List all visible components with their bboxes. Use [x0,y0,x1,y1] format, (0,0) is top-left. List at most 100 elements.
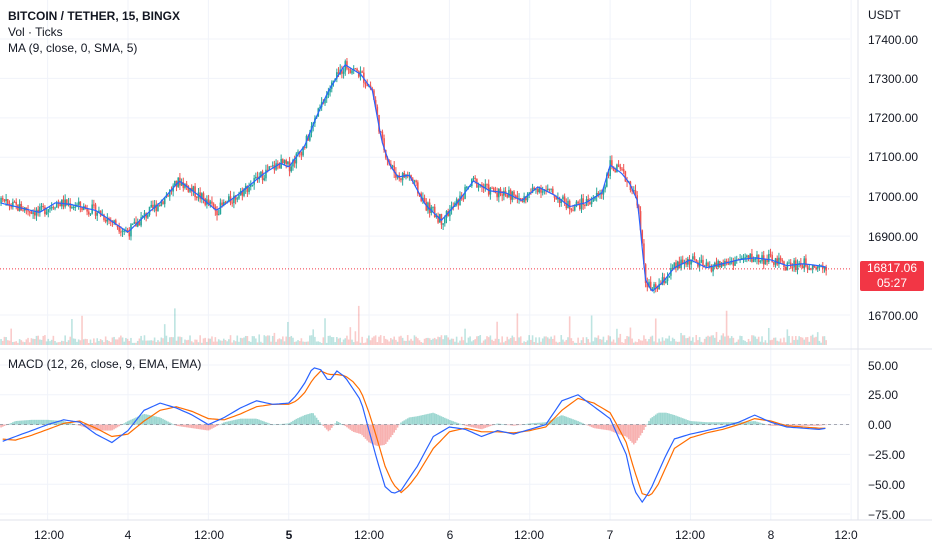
volume-bar [609,336,611,345]
histogram-bar [287,423,289,425]
histogram-bar [639,424,642,436]
volume-bar [96,338,99,345]
volume-bar [50,339,53,345]
histogram-bar [163,419,166,425]
histogram-bar [103,424,105,431]
histogram-bar [546,421,549,425]
candle-body [548,188,551,190]
volume-bar [600,339,603,345]
histogram-bar [120,424,122,426]
candle-body [717,260,719,268]
volume-bar [536,342,539,345]
histogram-bar [663,412,665,425]
volume-bar [64,335,66,345]
volume-bar [612,339,615,345]
volume-bar [273,332,276,345]
histogram-bar [555,417,557,425]
volume-bar [236,335,239,345]
time-tick: 12:00 [513,528,545,542]
volume-bar [602,336,605,345]
histogram-bar [744,421,746,425]
volume-bar [751,335,753,345]
histogram-bar [720,422,723,425]
volume-bar [391,339,394,345]
volume-bar [81,315,83,345]
histogram-bar [268,423,271,425]
histogram-bar [406,418,409,425]
volume-bar [329,335,331,345]
histogram-bar [285,423,288,425]
candle-body [152,204,154,209]
volume-bar [17,342,19,345]
histogram-bar [626,424,628,438]
ma-legend[interactable]: MA (9, close, 0, SMA, 5) [8,41,138,55]
histogram-bar [430,413,433,425]
volume-bar [729,338,731,345]
volume-bar [297,340,299,345]
volume-bar [32,338,34,345]
volume-bar [222,338,225,345]
volume-bar [290,335,293,345]
symbol-legend[interactable]: BITCOIN / TETHER, 15, BINGX [8,9,181,23]
histogram-bar [297,418,299,425]
volume-bar [47,338,50,345]
macd-legend[interactable]: MACD (12, 26, close, 9, EMA, EMA) [8,357,202,371]
volume-bar [535,337,537,345]
candle-body [643,243,645,265]
candle-body [732,261,735,266]
histogram-bar [37,419,39,425]
histogram-bar [131,418,134,425]
volume-bar [695,334,698,345]
volume-bar [519,336,522,345]
volume-bar [803,339,806,345]
candle-body [381,131,384,139]
histogram-bar [222,422,225,425]
candle-body [700,259,703,263]
histogram-bar [300,416,303,425]
volume-bar [417,338,419,345]
volume-bar [241,338,244,345]
volume-bar [563,341,566,345]
volume-bar [577,337,579,345]
histogram-bar [575,420,578,425]
histogram-bar [388,424,390,440]
volume-bar [649,336,652,345]
histogram-bar [366,424,369,441]
candle-body [0,197,2,204]
candle-body [518,198,520,200]
candle-body [27,210,29,212]
volume-bar [663,340,665,345]
histogram-bar [816,424,819,426]
volume-legend[interactable]: Vol · Ticks [8,25,63,39]
histogram-bar [516,424,519,426]
candle-body [796,263,799,271]
volume-bar [393,336,395,345]
histogram-bar [756,421,758,425]
volume-bar [121,337,124,345]
volume-bar [395,339,397,345]
candle-body [602,189,605,195]
volume-bar [633,342,635,345]
candle-body [184,183,186,188]
volume-bar [465,342,468,345]
volume-bar [526,340,529,345]
candle-body [508,189,510,198]
volume-bar [810,335,812,345]
candle-body [417,182,419,194]
histogram-bar [825,424,827,426]
histogram-bar [673,415,676,425]
volume-bar [437,336,439,345]
candle-body [40,206,43,208]
histogram-bar [147,414,149,425]
volume-bar [501,336,503,345]
candle-body [376,106,379,116]
candle-body [403,173,406,178]
histogram-bar [96,424,99,431]
histogram-bar [719,422,721,425]
candle-body [501,194,503,196]
volume-bar [680,332,682,345]
volume-bar [27,337,29,345]
volume-bar [697,340,699,345]
histogram-bar [651,417,654,425]
